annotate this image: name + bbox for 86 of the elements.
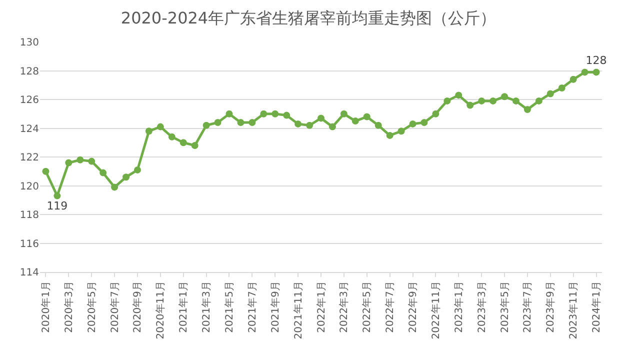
point xyxy=(202,122,210,129)
point xyxy=(512,97,520,104)
y-tick-label: 130 xyxy=(20,38,39,48)
point xyxy=(191,142,198,149)
point xyxy=(42,168,50,175)
point xyxy=(478,97,486,104)
point xyxy=(352,118,359,125)
point xyxy=(558,84,566,92)
y-tick-label: 126 xyxy=(20,95,39,106)
point xyxy=(272,110,279,118)
point xyxy=(340,110,348,118)
y-tick-label: 128 xyxy=(20,66,39,78)
point xyxy=(214,119,222,126)
x-tick-label: 2021年7月 xyxy=(246,281,258,333)
point xyxy=(386,132,394,139)
x-tick-label: 2021年1月 xyxy=(178,281,190,333)
point xyxy=(88,158,96,165)
point xyxy=(444,97,451,104)
x-tick-label: 2020年11月 xyxy=(154,281,167,340)
point xyxy=(363,113,370,120)
point xyxy=(122,174,130,181)
point xyxy=(328,123,336,130)
point xyxy=(76,156,84,164)
point xyxy=(524,106,531,114)
y-tick-label: 118 xyxy=(20,210,39,221)
x-tick-label: 2022年5月 xyxy=(361,281,374,333)
point xyxy=(501,93,508,100)
data-label: 119 xyxy=(46,199,68,212)
x-tick-label: 2023年5月 xyxy=(498,281,511,333)
point xyxy=(180,139,187,146)
point xyxy=(546,90,554,98)
point xyxy=(248,119,256,126)
point xyxy=(420,119,428,126)
point xyxy=(306,122,314,129)
point xyxy=(145,128,152,135)
x-tick-label: 2020年3月 xyxy=(62,281,75,333)
point xyxy=(156,123,164,130)
point xyxy=(455,92,462,99)
y-tick-label: 116 xyxy=(20,238,39,250)
point xyxy=(260,110,268,118)
data-label: 128 xyxy=(586,54,607,68)
y-tick-label: 124 xyxy=(20,124,39,135)
x-tick-label: 2020年5月 xyxy=(86,281,98,333)
point xyxy=(283,112,290,119)
point xyxy=(535,97,542,104)
point xyxy=(294,120,302,128)
y-tick-label: 114 xyxy=(20,268,39,278)
point xyxy=(374,122,382,129)
point xyxy=(398,128,405,135)
x-tick-label: 2021年11月 xyxy=(292,281,304,340)
y-tick-label: 122 xyxy=(20,152,39,164)
y-tick-label: 120 xyxy=(20,181,39,192)
point xyxy=(490,97,497,104)
x-tick-label: 2021年9月 xyxy=(269,281,282,333)
x-tick-label: 2022年11月 xyxy=(430,281,442,340)
x-tick-label: 2023年3月 xyxy=(476,281,488,333)
x-tick-label: 2021年5月 xyxy=(223,281,236,333)
point xyxy=(592,68,600,76)
point xyxy=(100,169,107,176)
x-tick-label: 2022年7月 xyxy=(384,281,396,333)
point xyxy=(226,110,233,118)
point xyxy=(65,159,72,166)
x-tick-label: 2023年7月 xyxy=(522,281,534,333)
x-tick-label: 2024年1月 xyxy=(590,281,603,333)
x-tick-label: 2023年1月 xyxy=(452,281,465,333)
x-tick-label: 2023年11月 xyxy=(568,281,580,340)
point xyxy=(168,133,176,140)
point xyxy=(466,102,474,109)
point xyxy=(318,114,324,122)
point xyxy=(409,120,416,128)
point xyxy=(570,76,577,83)
point xyxy=(432,110,440,118)
point xyxy=(581,68,588,76)
point xyxy=(54,192,61,200)
x-tick-label: 2020年9月 xyxy=(132,281,144,333)
x-tick-label: 2022年1月 xyxy=(315,281,328,333)
point xyxy=(237,119,244,126)
chart-title: 2020-2024年广东省生猪屠宰前均重走势图（公斤） xyxy=(120,8,496,28)
x-tick-label: 2022年3月 xyxy=(338,281,350,333)
x-tick-label: 2020年7月 xyxy=(108,281,121,333)
x-tick-label: 2021年3月 xyxy=(200,281,213,333)
x-tick-label: 2020年1月 xyxy=(40,281,52,333)
x-tick-label: 2022年9月 xyxy=(407,281,420,333)
point xyxy=(134,166,141,174)
point xyxy=(111,184,118,191)
x-tick-label: 2023年9月 xyxy=(544,281,557,333)
